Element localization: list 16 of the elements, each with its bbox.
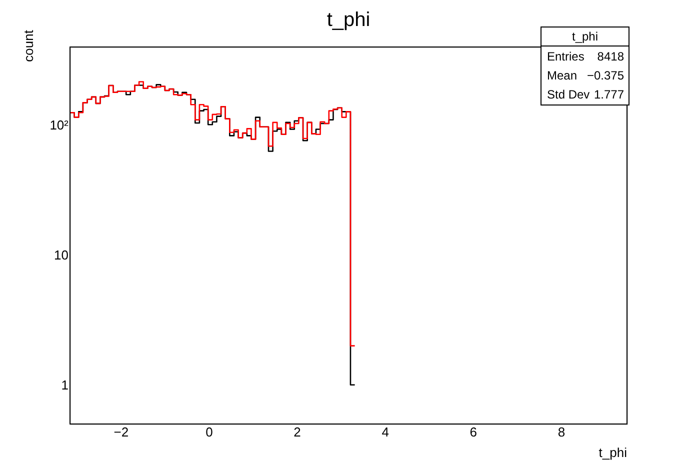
x-tick-label: 4 <box>382 424 389 440</box>
text: t_phi <box>572 30 598 44</box>
chart-title: t_phi <box>326 9 370 31</box>
x-tick-label: −2 <box>114 424 129 440</box>
annotation: Mean −0.375 <box>547 68 624 82</box>
annotation: Std Dev 1.777 <box>547 88 624 102</box>
x-tick-label: 0 <box>206 424 213 440</box>
y-tick-label: 10² <box>50 118 70 133</box>
y-axis-title: count <box>21 30 36 62</box>
x-tick-label: 6 <box>470 424 478 440</box>
x-axis-title: t_phi <box>598 445 628 460</box>
annotation: Entries 8418 <box>547 50 624 64</box>
y-tick-label: 1 <box>61 377 68 392</box>
y-tick-label: 10 <box>54 248 68 263</box>
x-tick-label: 8 <box>558 424 566 440</box>
x-tick-label: 2 <box>294 424 301 440</box>
